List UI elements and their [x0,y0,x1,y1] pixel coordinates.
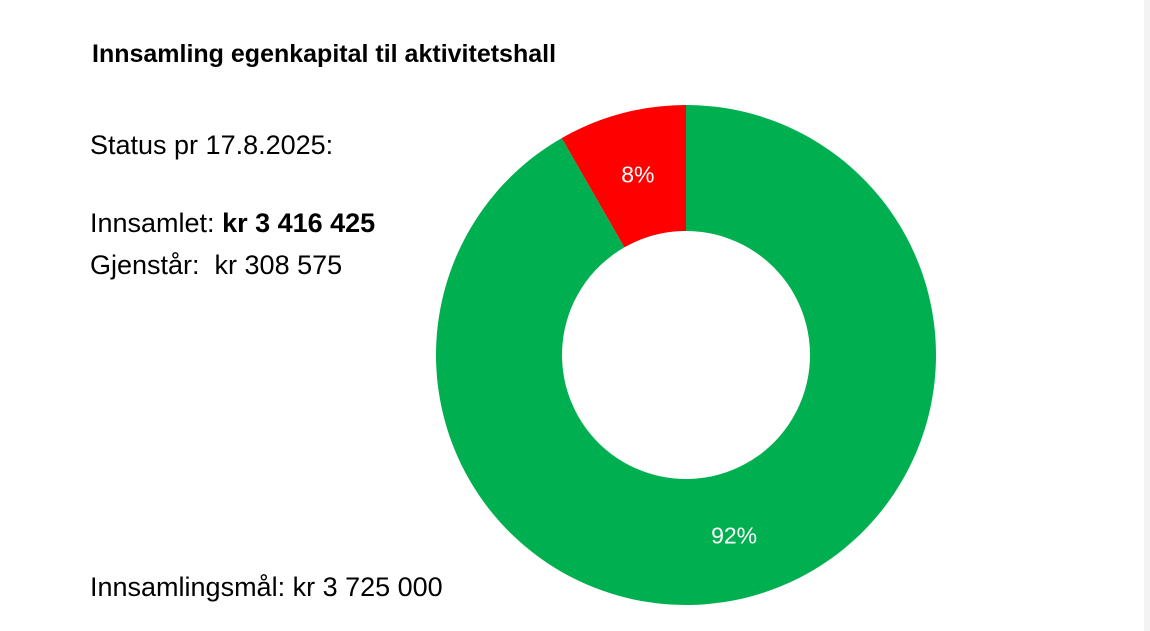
slice-innsamlet [436,105,936,605]
data-label-innsamlet: 92% [711,523,757,549]
collected-value: kr 3 416 425 [222,208,376,238]
goal-line: Innsamlingsmål: kr 3 725 000 [90,572,443,602]
remaining-line: Gjenstår: kr 308 575 [90,250,343,280]
chart-title: Innsamling egenkapital til aktivitetshal… [92,40,557,68]
collected-line: Innsamlet: kr 3 416 425 [90,208,375,239]
slice-gjenstår [561,105,686,248]
status-date: Status pr 17.8.2025: [90,130,334,160]
data-label-gjenstår: 8% [621,161,654,187]
scrollbar-edge [1144,0,1150,631]
collected-label: Innsamlet: [90,208,223,238]
